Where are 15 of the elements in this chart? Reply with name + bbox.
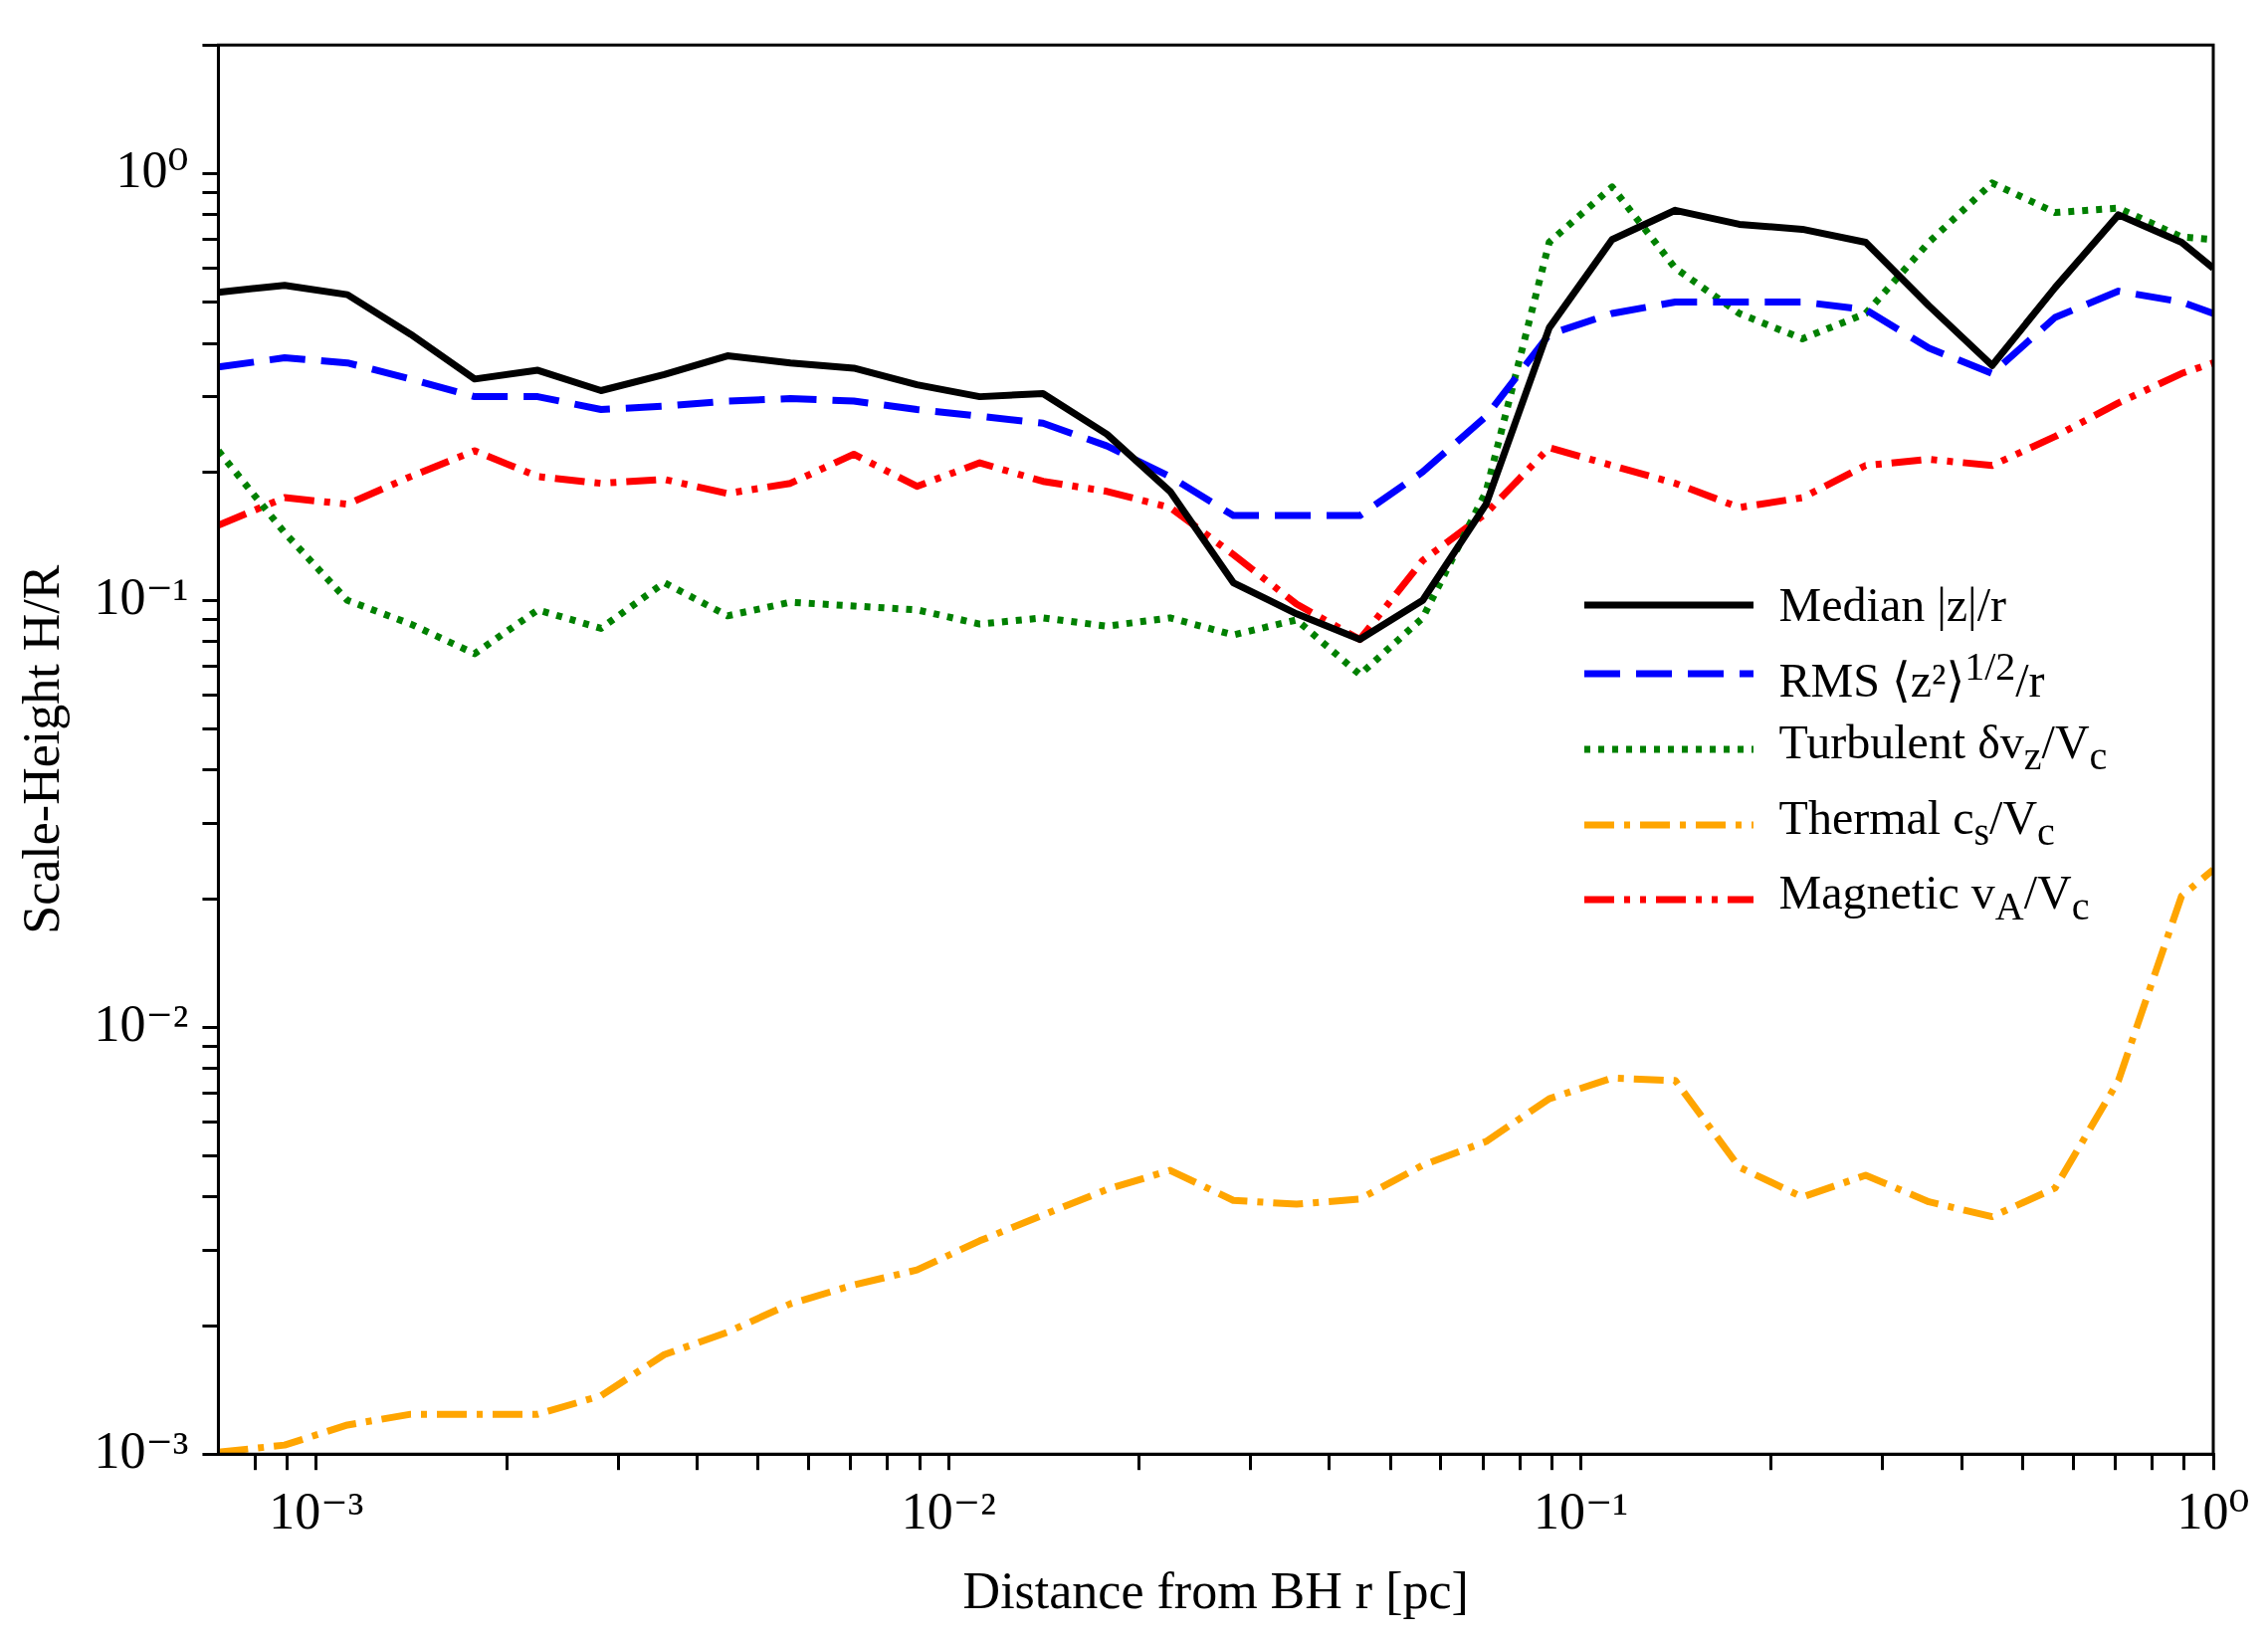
x-tick-label: 10⁻¹ — [1534, 1483, 1629, 1540]
x-tick-label: 10⁰ — [2176, 1483, 2250, 1540]
y-tick-label: 10⁻² — [94, 994, 189, 1052]
legend-label: Thermal c$_{s}$/V$_{c}$ — [1778, 789, 2055, 856]
x-tick-label: 10⁻² — [901, 1483, 996, 1540]
y-tick-label: 10⁻¹ — [94, 567, 189, 625]
legend-label: Magnetic v$_{A}$/V$_{c}$ — [1778, 865, 2090, 930]
legend-label: RMS ⟨z²⟩$^{1/2}$/r — [1778, 643, 2045, 710]
legend-label: Turbulent δv$_{z}$/V$_{c}$ — [1778, 715, 2108, 780]
x-axis-title: Distance from BH r [pc] — [962, 1562, 1469, 1620]
x-tick-label: 10⁻³ — [269, 1483, 364, 1540]
y-axis-title: Scale-Height H/R — [12, 564, 70, 934]
y-tick-label: 10⁻³ — [94, 1421, 189, 1479]
y-tick-label: 10⁰ — [115, 140, 189, 198]
legend-label: Median |z|/r — [1778, 577, 2007, 634]
